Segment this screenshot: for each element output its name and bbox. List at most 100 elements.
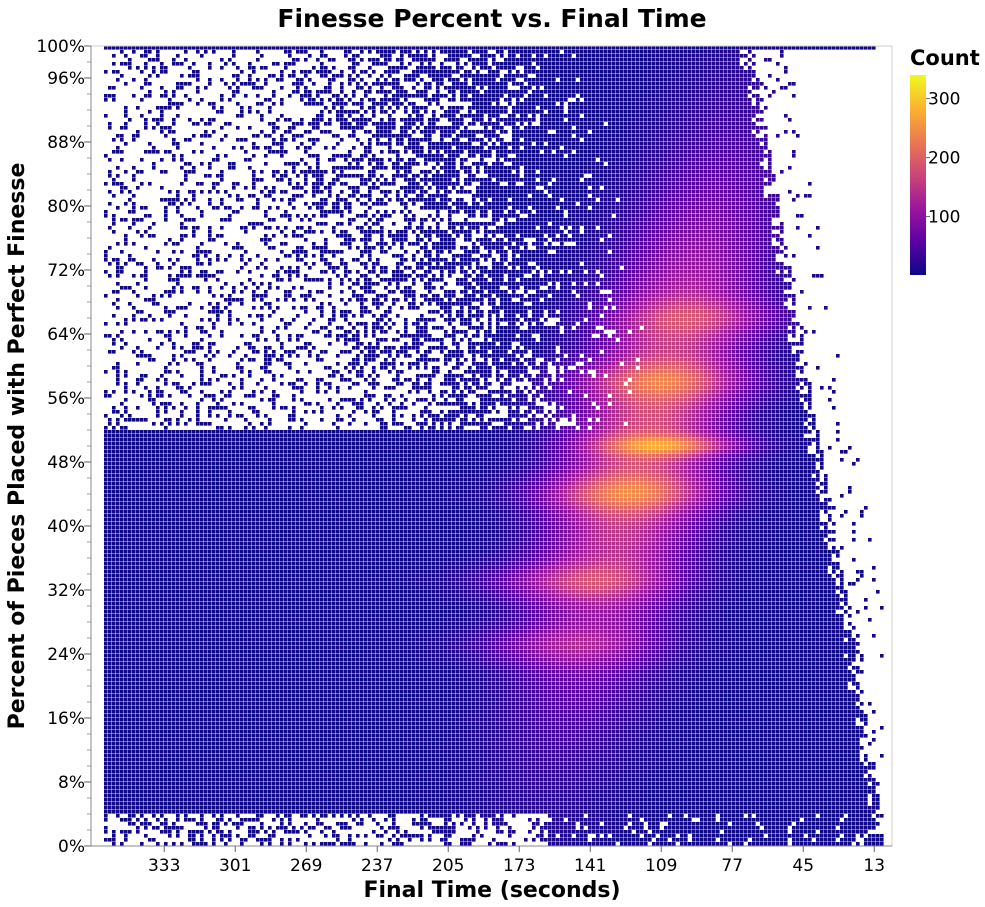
heatmap-cell	[248, 222, 252, 226]
heatmap-cell	[148, 226, 152, 230]
heatmap-cell	[180, 762, 184, 766]
heatmap-cell	[136, 106, 140, 110]
heatmap-cell	[148, 634, 152, 638]
heatmap-cell	[216, 742, 220, 746]
heatmap-cell	[128, 550, 132, 554]
heatmap-cell	[144, 770, 148, 774]
heatmap-cell	[252, 670, 256, 674]
heatmap-cell	[108, 514, 112, 518]
heatmap-cell	[248, 638, 252, 642]
heatmap-cell	[232, 714, 236, 718]
heatmap-cell	[132, 822, 136, 826]
heatmap-cell	[124, 442, 128, 446]
heatmap-cell	[196, 582, 200, 586]
heatmap-cell	[184, 774, 188, 778]
heatmap-cell	[180, 434, 184, 438]
heatmap-cell	[152, 522, 156, 526]
heatmap-cell	[160, 402, 164, 406]
heatmap-cell	[260, 170, 264, 174]
heatmap-cell	[192, 674, 196, 678]
heatmap-cell	[116, 474, 120, 478]
heatmap-cell	[184, 198, 188, 202]
heatmap-cell	[240, 630, 244, 634]
heatmap-cell	[148, 770, 152, 774]
heatmap-cell	[260, 450, 264, 454]
heatmap-cell	[144, 418, 148, 422]
heatmap-cell	[140, 790, 144, 794]
heatmap-cell	[160, 186, 164, 190]
heatmap-cell	[164, 782, 168, 786]
heatmap-cell	[116, 334, 120, 338]
heatmap-cell	[244, 710, 248, 714]
heatmap-cell	[160, 126, 164, 130]
heatmap-cell	[152, 558, 156, 562]
heatmap-cell	[248, 806, 252, 810]
heatmap-cell	[216, 518, 220, 522]
heatmap-cell	[164, 746, 168, 750]
heatmap-cell	[160, 706, 164, 710]
heatmap-cell	[252, 142, 256, 146]
heatmap-cell	[192, 254, 196, 258]
heatmap-cell	[128, 430, 132, 434]
heatmap-cell	[204, 434, 208, 438]
heatmap-cell	[112, 706, 116, 710]
heatmap-cell	[172, 542, 176, 546]
heatmap-cell	[188, 702, 192, 706]
heatmap-cell	[232, 778, 236, 782]
heatmap-cell	[108, 86, 112, 90]
heatmap-cell	[124, 566, 128, 570]
heatmap-cell	[176, 362, 180, 366]
heatmap-cell	[244, 550, 248, 554]
heatmap-cell	[248, 742, 252, 746]
heatmap-cell	[132, 618, 136, 622]
heatmap-cell	[260, 670, 264, 674]
heatmap-cell	[208, 102, 212, 106]
heatmap-cell	[132, 582, 136, 586]
heatmap-cell	[144, 610, 148, 614]
heatmap-cell	[128, 810, 132, 814]
heatmap-cell	[232, 606, 236, 610]
heatmap-cell	[172, 686, 176, 690]
heatmap-cell	[156, 826, 160, 830]
heatmap-cell	[148, 726, 152, 730]
heatmap-cell	[236, 502, 240, 506]
heatmap-cell	[128, 630, 132, 634]
heatmap-cell	[244, 734, 248, 738]
heatmap-cell	[256, 254, 260, 258]
heatmap-cell	[232, 790, 236, 794]
heatmap-cell	[108, 662, 112, 666]
heatmap-cell	[196, 578, 200, 582]
heatmap-cell	[216, 722, 220, 726]
heatmap-cell	[208, 450, 212, 454]
heatmap-cell	[260, 546, 264, 550]
heatmap-cell	[144, 538, 148, 542]
heatmap-cell	[260, 442, 264, 446]
heatmap-cell	[192, 606, 196, 610]
heatmap-cell	[160, 758, 164, 762]
heatmap-cell	[148, 74, 152, 78]
heatmap-cell	[224, 374, 228, 378]
heatmap-cell	[104, 678, 108, 682]
heatmap-cell	[252, 726, 256, 730]
heatmap-cell	[140, 650, 144, 654]
heatmap-cell	[240, 486, 244, 490]
heatmap-cell	[120, 766, 124, 770]
heatmap-cell	[144, 782, 148, 786]
heatmap-cell	[248, 834, 252, 838]
heatmap-cell	[132, 542, 136, 546]
heatmap-cell	[244, 250, 248, 254]
heatmap-cell	[244, 498, 248, 502]
heatmap-cell	[132, 510, 136, 514]
heatmap-cell	[240, 446, 244, 450]
heatmap-cell	[244, 546, 248, 550]
heatmap-cell	[204, 254, 208, 258]
heatmap-cell	[136, 694, 140, 698]
heatmap-cell	[128, 470, 132, 474]
heatmap-cell	[116, 598, 120, 602]
heatmap-cell	[216, 258, 220, 262]
heatmap-cell	[248, 702, 252, 706]
heatmap-cell	[244, 574, 248, 578]
heatmap-cell	[180, 798, 184, 802]
heatmap-cell	[212, 562, 216, 566]
heatmap-cell	[172, 618, 176, 622]
